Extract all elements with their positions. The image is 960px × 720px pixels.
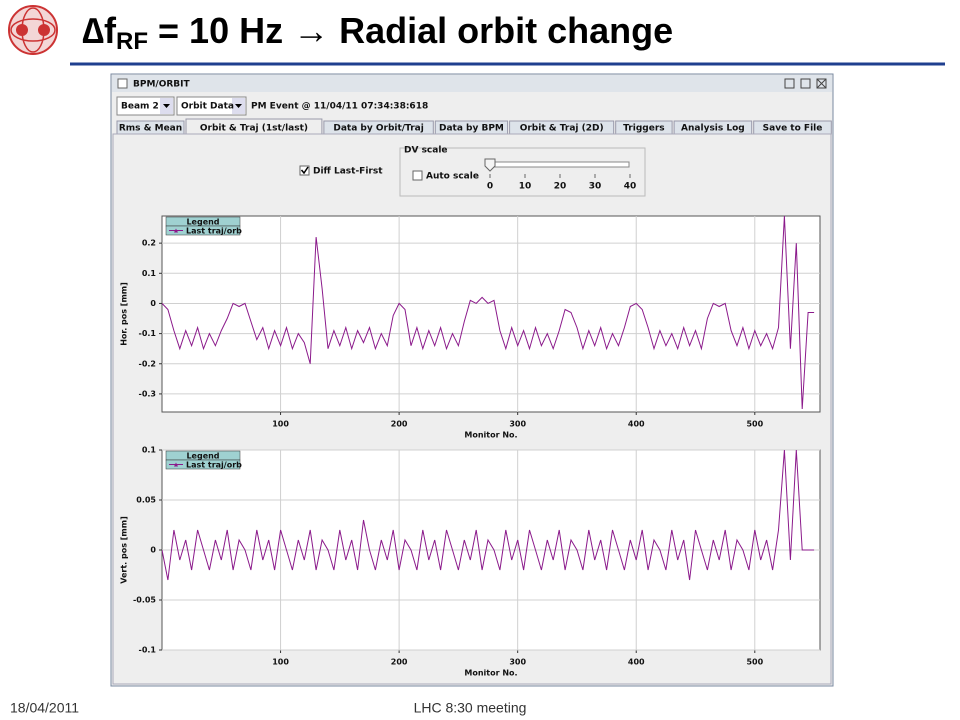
- y-tick-label: -0.1: [139, 646, 157, 655]
- slider-scale: 0 10 20 30 40: [487, 174, 636, 192]
- x-tick-label: 100: [272, 658, 289, 667]
- tab-label: Analysis Log: [681, 124, 745, 134]
- slider-tick-label: 20: [554, 182, 567, 192]
- tab-bar: Rms & Mean Orbit & Traj (1st/last) Data by…: [116, 118, 832, 136]
- beam-combo-text: Beam 2: [121, 102, 159, 112]
- legend-title: Legend: [186, 452, 219, 461]
- title-part: = 10 Hz: [148, 10, 293, 51]
- auto-scale-label: Auto scale: [426, 172, 479, 182]
- x-tick-label: 500: [746, 420, 763, 429]
- x-tick-label: 200: [391, 658, 408, 667]
- y-tick-label: 0.05: [136, 496, 156, 505]
- tab-label: Data by BPM: [439, 124, 504, 134]
- y-tick-label: -0.3: [139, 389, 157, 398]
- tab-label: Orbit & Traj (2D): [520, 124, 604, 134]
- legend-title: Legend: [186, 218, 219, 227]
- check-mark: [300, 166, 309, 175]
- x-tick-label: 300: [509, 658, 526, 667]
- window-icon: [117, 78, 128, 89]
- dv-scale-group: [399, 147, 646, 197]
- tab-label: Orbit & Traj (1st/last): [200, 124, 308, 134]
- y-tick-label: 0.1: [142, 446, 157, 455]
- title-part: ∆f: [82, 10, 117, 51]
- slider-tick-label: 10: [519, 182, 532, 192]
- tab-label: Triggers: [623, 124, 664, 134]
- window-title: BPM/ORBIT: [133, 80, 190, 90]
- x-tick-label: 400: [628, 658, 645, 667]
- x-axis-label: Monitor No.: [464, 669, 517, 678]
- x-tick-label: 400: [628, 420, 645, 429]
- window-buttons[interactable]: [784, 78, 827, 89]
- combo-arrow: [235, 104, 242, 108]
- slide-title: ∆fRF = 10 Hz → Radial orbit change: [82, 10, 673, 56]
- title-arrow: →: [293, 10, 329, 51]
- legend-marker: [174, 462, 178, 467]
- y-tick-label: -0.05: [133, 596, 156, 605]
- x-axis-label: Monitor No.: [464, 431, 517, 440]
- window-titlebar: [112, 75, 832, 92]
- slider-track[interactable]: [488, 161, 630, 168]
- y-tick-label: 0: [150, 546, 156, 555]
- diff-checkbox[interactable]: [299, 165, 310, 176]
- data-line: [162, 450, 815, 581]
- legend-label: Last traj/orb: [186, 227, 242, 236]
- footer-meeting: LHC 8:30 meeting: [414, 700, 527, 716]
- y-tick-label: -0.2: [139, 359, 157, 368]
- charts: 100 200 300 400 500 0.2 0.1 0 -0.1 -0.2 -0.3 Monito…: [120, 215, 821, 678]
- combo-arrow: [163, 104, 170, 108]
- slider-tick-label: 0: [487, 182, 493, 192]
- tab-label: Rms & Mean: [119, 124, 182, 134]
- y-tick-label: 0.2: [142, 239, 156, 248]
- y-tick-label: 0: [150, 299, 156, 308]
- plot-area: [161, 215, 821, 413]
- legend-entry-box: [165, 225, 241, 236]
- slider-tick-label: 40: [624, 182, 637, 192]
- event-label: PM Event @ 11/04/11 07:34:38:618: [251, 102, 428, 112]
- y-axis-label: Vert. pos [mm]: [120, 516, 129, 584]
- title-part: Radial orbit change: [329, 10, 673, 51]
- x-tick-label: 500: [746, 658, 763, 667]
- dv-scale-title: DV scale: [404, 146, 448, 156]
- legend-label: Last traj/orb: [186, 461, 242, 470]
- slider-tick-label: 30: [589, 182, 602, 192]
- beam-combo[interactable]: [116, 96, 175, 116]
- diff-checkbox-label: Diff Last-First: [313, 167, 383, 177]
- x-tick-label: 300: [509, 420, 526, 429]
- data-line: [162, 216, 815, 410]
- auto-scale-checkbox[interactable]: [412, 170, 423, 181]
- legend-entry-box: [165, 459, 241, 470]
- footer-date: 18/04/2011: [10, 700, 79, 716]
- tab-label: Data by Orbit/Traj: [333, 124, 423, 134]
- y-axis-label: Hor. pos [mm]: [120, 282, 129, 346]
- slider-thumb[interactable]: [484, 158, 496, 172]
- data-combo[interactable]: [176, 96, 247, 116]
- logo: [8, 5, 58, 55]
- title-subscript: RF: [116, 28, 148, 55]
- x-tick-label: 100: [272, 420, 289, 429]
- x-tick-label: 200: [391, 420, 408, 429]
- tab-label: Save to File: [763, 124, 823, 134]
- y-tick-label: 0.1: [142, 269, 157, 278]
- legend-marker: [174, 228, 178, 233]
- y-tick-label: -0.1: [139, 329, 157, 338]
- data-combo-text: Orbit Data: [181, 102, 234, 112]
